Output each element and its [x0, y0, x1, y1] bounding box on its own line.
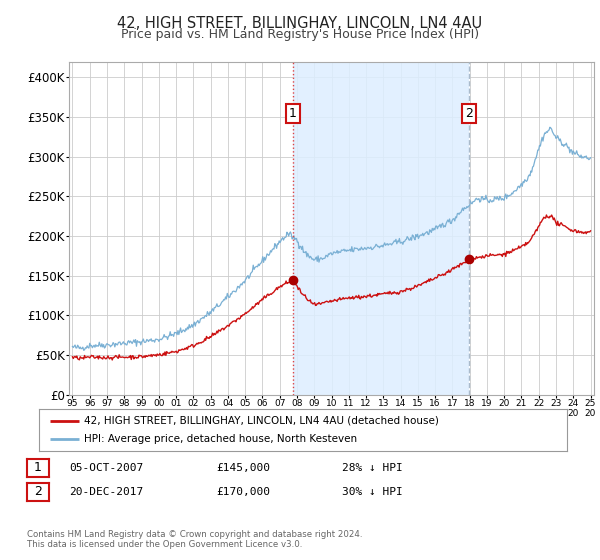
Text: 1: 1 [289, 106, 296, 120]
Text: 42, HIGH STREET, BILLINGHAY, LINCOLN, LN4 4AU: 42, HIGH STREET, BILLINGHAY, LINCOLN, LN… [118, 16, 482, 31]
Text: HPI: Average price, detached house, North Kesteven: HPI: Average price, detached house, Nort… [84, 435, 357, 445]
Text: 05-OCT-2007: 05-OCT-2007 [69, 463, 143, 473]
Text: 2: 2 [465, 106, 473, 120]
Text: Price paid vs. HM Land Registry's House Price Index (HPI): Price paid vs. HM Land Registry's House … [121, 28, 479, 41]
Text: 42, HIGH STREET, BILLINGHAY, LINCOLN, LN4 4AU (detached house): 42, HIGH STREET, BILLINGHAY, LINCOLN, LN… [84, 416, 439, 426]
Text: 28% ↓ HPI: 28% ↓ HPI [342, 463, 403, 473]
Bar [293, 62, 469, 395]
Text: £145,000: £145,000 [216, 463, 270, 473]
Text: 1: 1 [34, 461, 42, 474]
Text: 30% ↓ HPI: 30% ↓ HPI [342, 487, 403, 497]
Text: This data is licensed under the Open Government Licence v3.0.: This data is licensed under the Open Gov… [27, 540, 302, 549]
Text: Contains HM Land Registry data © Crown copyright and database right 2024.: Contains HM Land Registry data © Crown c… [27, 530, 362, 539]
Text: 20-DEC-2017: 20-DEC-2017 [69, 487, 143, 497]
Text: 2: 2 [34, 485, 42, 498]
Text: £170,000: £170,000 [216, 487, 270, 497]
